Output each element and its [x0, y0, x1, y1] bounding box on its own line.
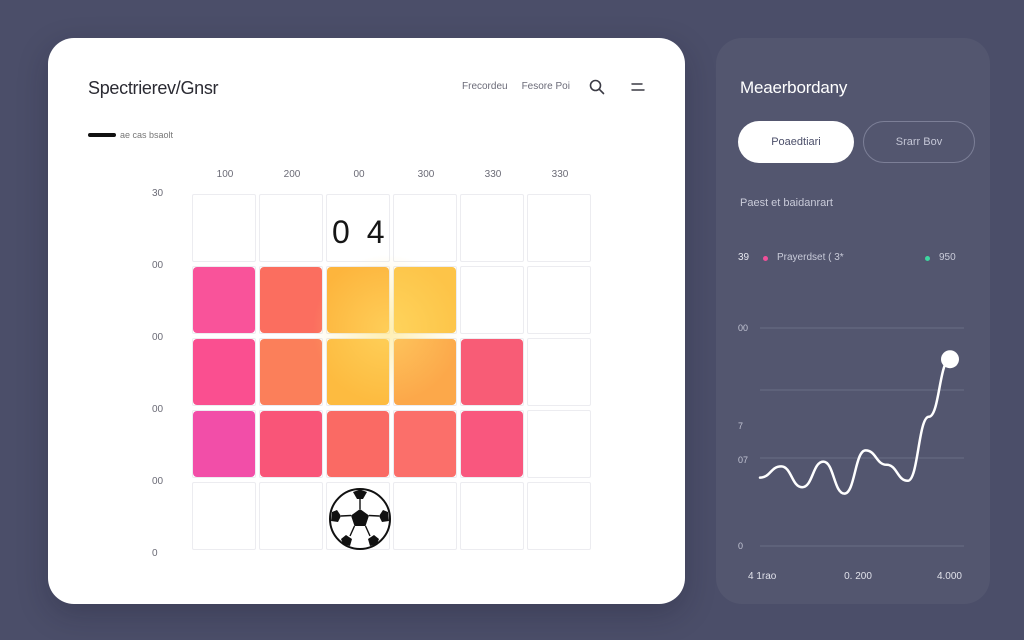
stat-row: 39 Prayerdset ( 3* 950 — [738, 252, 968, 266]
column-label: 100 — [216, 169, 234, 180]
grid-cell[interactable] — [326, 194, 390, 262]
stat-left-text: Prayerdset ( 3* — [777, 252, 844, 263]
grid-cell[interactable] — [192, 194, 256, 262]
row-label: 00 — [152, 260, 164, 271]
side-title: Meaerbordany — [740, 78, 848, 97]
row-label: 00 — [152, 476, 164, 487]
main-card: Spectrierev/Gnsr Frecordeu Fesore Poi ae… — [48, 38, 685, 604]
y-tick-label: 0 — [738, 541, 743, 551]
color-tile[interactable] — [394, 267, 456, 333]
y-tick-label: 07 — [738, 455, 748, 465]
column-label: 00 — [353, 169, 365, 180]
color-tile[interactable] — [260, 411, 322, 477]
row-label: 00 — [152, 404, 164, 415]
color-tile[interactable] — [260, 339, 322, 405]
legend: ae cas bsaolt — [88, 130, 173, 140]
color-tile[interactable] — [260, 267, 322, 333]
header-link-1[interactable]: Frecordeu — [462, 81, 508, 92]
header-links: Frecordeu Fesore Poi — [462, 81, 570, 92]
stat-right-text: 950 — [939, 252, 956, 263]
grid-cell[interactable] — [527, 194, 591, 262]
app-title: Spectrierev/Gnsr — [88, 78, 219, 98]
color-tile[interactable] — [394, 411, 456, 477]
color-tile[interactable] — [327, 411, 389, 477]
grid-cell[interactable] — [527, 338, 591, 406]
grid-cell[interactable] — [527, 482, 591, 550]
stat-number: 39 — [738, 252, 750, 263]
color-tile[interactable] — [327, 267, 389, 333]
grid-cell[interactable] — [192, 482, 256, 550]
grid-cell[interactable] — [259, 482, 323, 550]
column-label: 300 — [417, 169, 435, 180]
series-endpoint — [941, 350, 959, 369]
status-dot-pink — [763, 256, 768, 261]
menu-icon[interactable] — [630, 78, 646, 96]
grid-cell[interactable] — [460, 482, 524, 550]
secondary-button[interactable]: Srarr Bov — [863, 121, 975, 163]
x-tick-label: 4.000 — [937, 571, 962, 582]
search-icon[interactable] — [588, 78, 606, 96]
x-tick-label: 4 1rao — [748, 571, 777, 582]
grid-cell[interactable] — [393, 194, 457, 262]
column-label: 330 — [551, 169, 569, 180]
grid-cell[interactable] — [393, 482, 457, 550]
color-tile[interactable] — [461, 411, 523, 477]
y-tick-label: 00 — [738, 323, 748, 333]
row-label: 30 — [152, 188, 164, 199]
row-label: 00 — [152, 332, 164, 343]
color-tile[interactable] — [193, 411, 255, 477]
side-panel: Meaerbordany Poaedtiari Srarr Bov Paest … — [716, 38, 990, 604]
grid-cell[interactable] — [460, 266, 524, 334]
column-label: 330 — [484, 169, 502, 180]
column-label: 200 — [283, 169, 301, 180]
color-tile[interactable] — [193, 267, 255, 333]
header-link-2[interactable]: Fesore Poi — [521, 81, 570, 92]
status-dot-green — [925, 256, 930, 261]
row-label: 0 — [152, 548, 158, 559]
x-tick-label: 0. 200 — [844, 571, 872, 582]
color-tile[interactable] — [193, 339, 255, 405]
y-tick-label: 7 — [738, 421, 743, 431]
series-line — [758, 357, 952, 495]
color-tile[interactable] — [394, 339, 456, 405]
score-display: 0 4 — [332, 214, 389, 250]
grid-cell[interactable] — [527, 266, 591, 334]
grid-cell[interactable] — [527, 410, 591, 478]
grid-cell[interactable] — [259, 194, 323, 262]
color-tile[interactable] — [327, 339, 389, 405]
line-chart: 00 7 07 0 4 1rao 0. 200 4.000 — [738, 323, 964, 582]
color-tile[interactable] — [461, 339, 523, 405]
side-subtitle: Paest et baidanrart — [740, 197, 833, 209]
legend-text: ae cas bsaolt — [120, 130, 174, 140]
legend-swatch — [88, 133, 116, 137]
primary-button[interactable]: Poaedtiari — [738, 121, 854, 163]
grid-cell[interactable] — [460, 194, 524, 262]
soccer-ball-icon[interactable] — [327, 486, 393, 552]
